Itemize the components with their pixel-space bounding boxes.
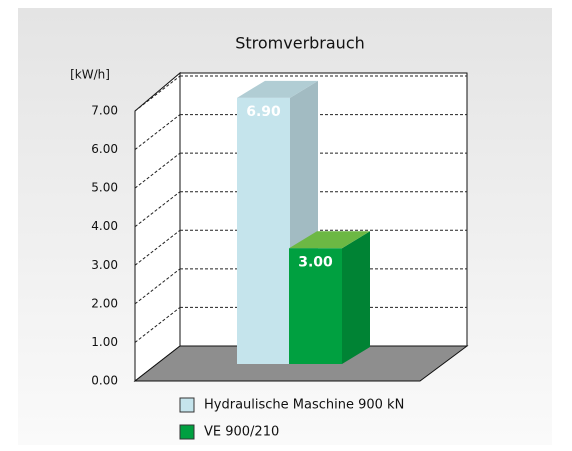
bar-top	[289, 231, 370, 249]
bar-side	[342, 231, 370, 364]
grid-line	[134, 75, 181, 112]
y-tick-label: 6.00	[91, 142, 118, 156]
legend-swatch	[179, 424, 195, 440]
left-wall	[134, 71, 181, 383]
legend-label: VE 900/210	[204, 425, 279, 440]
y-tick-label: 3.00	[91, 258, 118, 272]
y-axis-label: [kW/h]	[70, 68, 110, 82]
y-tick-label: 1.00	[91, 335, 118, 349]
grid-line	[134, 268, 181, 305]
data-label: 6.90	[246, 104, 281, 120]
y-tick-label: 0.00	[91, 374, 118, 388]
legend-label: Hydraulische Maschine 900 kN	[204, 398, 404, 413]
grid-line	[134, 191, 181, 228]
legend-swatch	[179, 397, 195, 413]
grid-line	[134, 114, 181, 150]
data-label: 3.00	[298, 254, 333, 270]
grid-line	[134, 229, 181, 266]
bar	[237, 97, 290, 364]
bar-top	[237, 80, 318, 98]
grid-line	[134, 307, 181, 343]
chart-title: Stromverbrauch	[235, 34, 365, 53]
y-tick-label: 7.00	[91, 104, 118, 118]
bar	[289, 248, 342, 364]
grid-line	[134, 152, 181, 189]
y-tick-label: 5.00	[91, 181, 118, 195]
y-tick-label: 4.00	[91, 219, 118, 233]
y-tick-label: 2.00	[91, 296, 118, 310]
